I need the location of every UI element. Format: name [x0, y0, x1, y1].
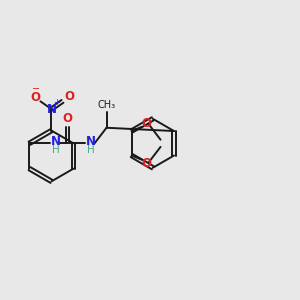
Text: N: N [46, 103, 56, 116]
Text: O: O [142, 117, 152, 130]
Text: H: H [52, 146, 60, 155]
Text: CH₃: CH₃ [98, 100, 116, 110]
Text: O: O [63, 112, 73, 125]
Text: O: O [30, 91, 40, 104]
Text: O: O [142, 157, 152, 170]
Text: N: N [85, 135, 95, 148]
Text: N: N [51, 135, 61, 148]
Text: H: H [87, 146, 95, 155]
Text: −: − [32, 84, 40, 94]
Text: +: + [53, 98, 60, 107]
Text: O: O [64, 90, 74, 103]
